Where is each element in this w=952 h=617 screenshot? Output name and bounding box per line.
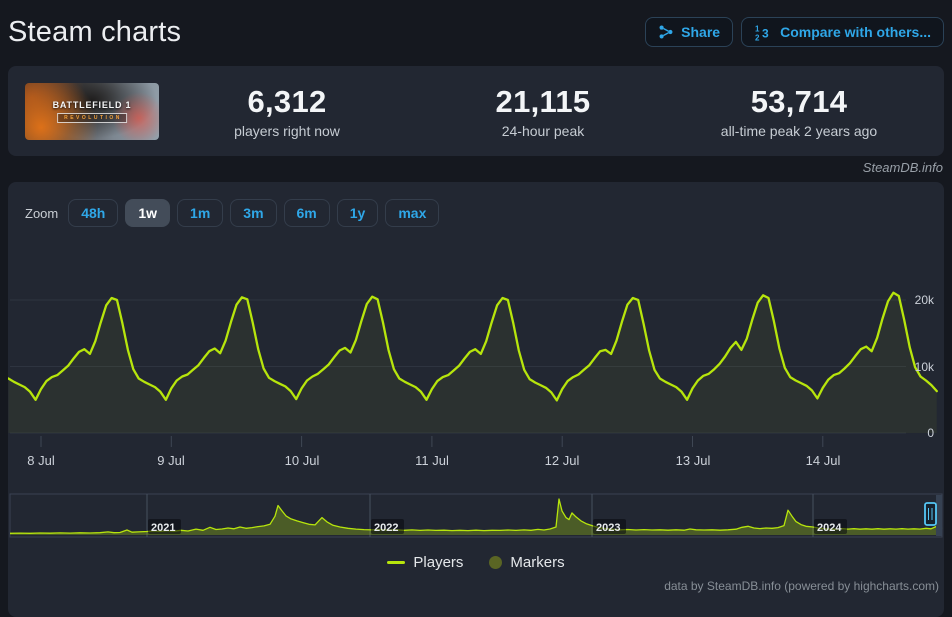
x-axis-label: 11 Jul xyxy=(415,453,449,468)
game-capsule-image[interactable]: BATTLEFIELD 1 REVOLUTION xyxy=(25,82,159,140)
navigator-year-label: 2022 xyxy=(374,522,398,534)
navigator-year-label: 2024 xyxy=(817,522,842,534)
x-axis-label: 12 Jul xyxy=(544,453,580,468)
navigator-line xyxy=(9,498,943,534)
chart-credits-link[interactable]: data by SteamDB.info (powered by highcha… xyxy=(664,579,939,593)
stat-value: 21,115 xyxy=(495,83,591,119)
steamdb-watermark: SteamDB.info xyxy=(862,160,943,175)
compare-button-label: Compare with others... xyxy=(780,24,931,40)
navigator-year-label: 2021 xyxy=(151,522,175,534)
share-button-label: Share xyxy=(681,24,721,40)
share-icon xyxy=(658,24,674,40)
legend-item-players[interactable]: Players xyxy=(387,554,463,571)
x-axis-label: 14 Jul xyxy=(805,453,841,468)
navigator-year-label: 2023 xyxy=(596,522,620,534)
navigator-year-label-bg xyxy=(814,519,847,534)
x-axis-label: 10 Jul xyxy=(284,453,320,468)
stats-panel: BATTLEFIELD 1 REVOLUTION 6,312 players r… xyxy=(8,66,944,156)
chart-legend: Players Markers xyxy=(8,554,944,571)
y-axis-label: 10k xyxy=(914,360,934,374)
zoom-range-1y[interactable]: 1y xyxy=(336,199,379,227)
navigator-year-label-bg xyxy=(148,519,181,534)
stat-current-players: 6,312 players right now xyxy=(159,84,415,139)
stat-24h-peak: 21,115 24-hour peak xyxy=(415,84,671,139)
y-axis-label: 0 xyxy=(927,426,934,440)
page-header: Steam charts Share 1 2 xyxy=(8,8,944,56)
stat-alltime-peak: 53,714 all-time peak 2 years ago xyxy=(671,84,927,139)
chart-panel: Zoom 48h 1w 1m 3m 6m 1y max 2021 2022 2023… xyxy=(8,182,944,617)
zoom-range-48h[interactable]: 48h xyxy=(68,199,119,227)
legend-label: Markers xyxy=(510,554,565,571)
zoom-range-max[interactable]: max xyxy=(385,199,440,227)
navigator-right-mask xyxy=(936,495,942,536)
x-axis-label: 8 Jul xyxy=(27,453,55,468)
navigator-handle[interactable] xyxy=(924,502,937,526)
y-axis-label: 20k xyxy=(914,293,934,307)
zoom-label: Zoom xyxy=(25,205,59,221)
compare-123-icon: 1 2 3 xyxy=(754,24,773,41)
x-axis-label: 13 Jul xyxy=(675,453,711,468)
svg-text:3: 3 xyxy=(762,26,769,40)
stat-value: 6,312 xyxy=(247,83,327,119)
stat-value: 53,714 xyxy=(750,83,848,119)
svg-text:2: 2 xyxy=(755,33,760,41)
zoom-range-1m[interactable]: 1m xyxy=(177,199,224,227)
navigator-year-label-bg xyxy=(371,519,404,534)
zoom-range-1w[interactable]: 1w xyxy=(125,199,171,227)
navigator-year-label-bg xyxy=(593,519,626,534)
stat-label: 24-hour peak xyxy=(501,122,585,139)
zoom-range-toolbar: Zoom 48h 1w 1m 3m 6m 1y max xyxy=(25,199,440,227)
markers-circle-marker xyxy=(489,556,503,569)
svg-text:1: 1 xyxy=(755,24,760,33)
share-button[interactable]: Share xyxy=(645,17,734,47)
stat-label: players right now xyxy=(234,122,340,139)
players-area xyxy=(8,292,937,433)
legend-label: Players xyxy=(413,554,464,571)
header-actions: Share 1 2 3 Compare with others... xyxy=(645,17,944,47)
game-edition-badge: REVOLUTION xyxy=(57,112,127,123)
players-line-marker xyxy=(387,561,406,564)
players-chart[interactable]: 2021 2022 2023 2024 xyxy=(8,182,944,617)
x-axis-label: 9 Jul xyxy=(157,453,185,468)
stat-label: all-time peak 2 years ago xyxy=(720,122,878,139)
zoom-range-3m[interactable]: 3m xyxy=(230,199,277,227)
zoom-range-6m[interactable]: 6m xyxy=(283,199,330,227)
legend-item-markers[interactable]: Markers xyxy=(489,554,565,571)
game-title: BATTLEFIELD 1 xyxy=(52,99,132,110)
players-line xyxy=(8,291,938,402)
navigator-area xyxy=(10,499,942,535)
page-title: Steam charts xyxy=(8,15,182,48)
compare-button[interactable]: 1 2 3 Compare with others... xyxy=(741,17,944,47)
